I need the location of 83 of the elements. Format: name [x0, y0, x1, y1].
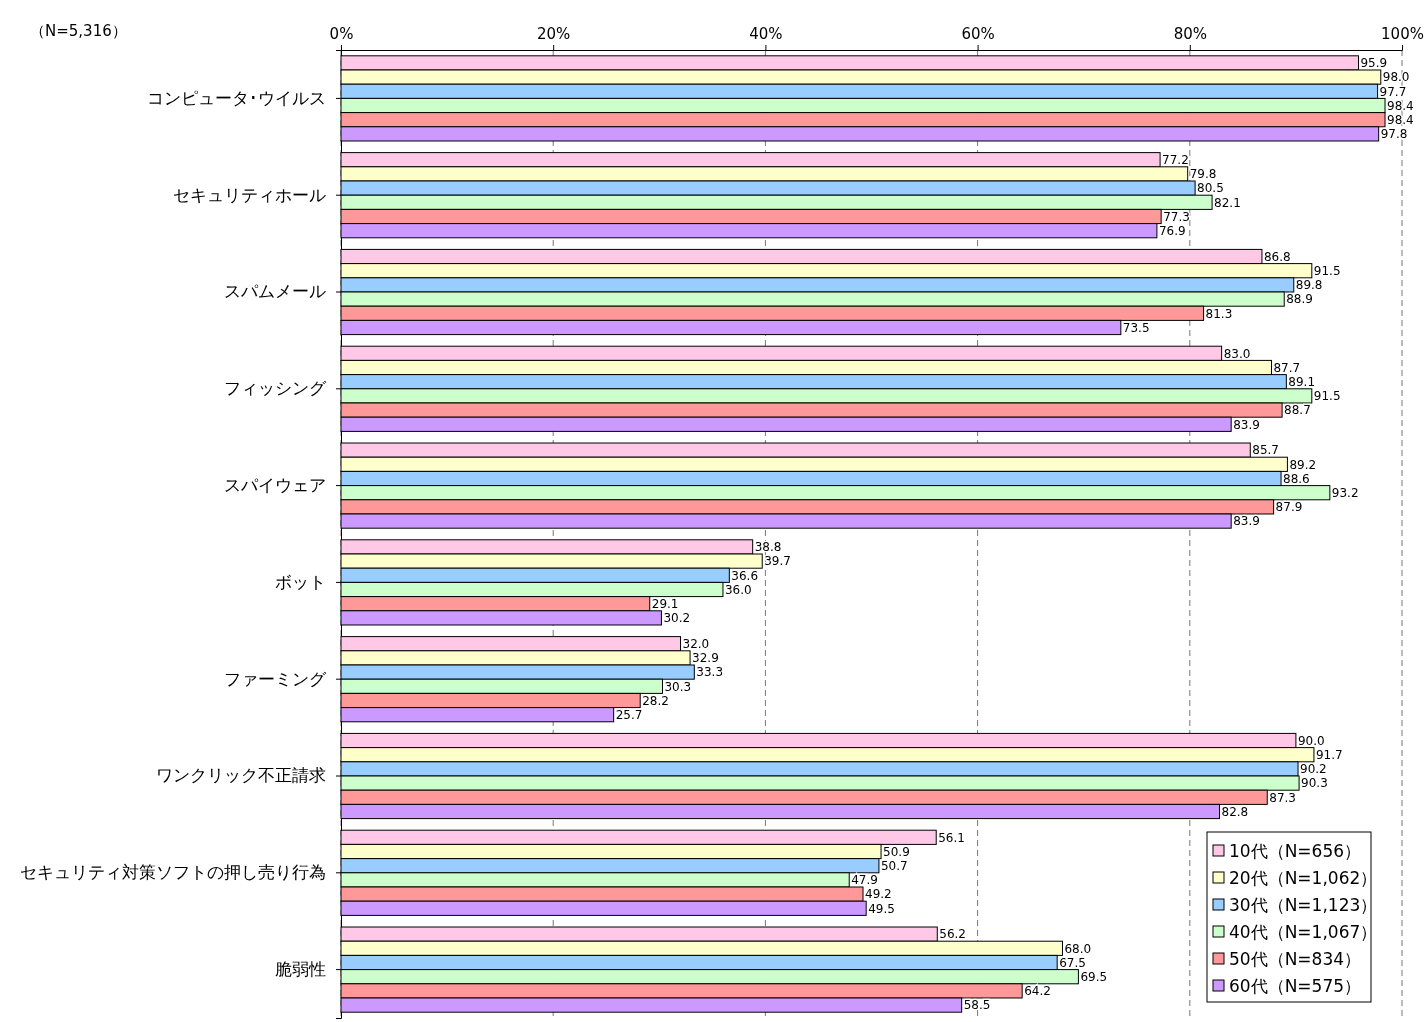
text: （N=5,316） — [30, 22, 127, 40]
data-label: 91.5 — [1313, 389, 1341, 404]
data-label: 68.0 — [1064, 941, 1092, 956]
data-label: 36.6 — [731, 568, 759, 583]
data-label: 85.7 — [1252, 443, 1279, 458]
x-tick-label: 20% — [537, 25, 571, 43]
data-label: 56.2 — [939, 927, 966, 942]
y-tick-label: フィッシング — [224, 378, 328, 399]
data-label: 91.5 — [1313, 264, 1341, 279]
data-label: 81.3 — [1205, 306, 1233, 321]
data-label: 79.8 — [1189, 167, 1217, 182]
data-label: 49.2 — [865, 887, 892, 902]
legend-label: 30代（N=1,123） — [1229, 895, 1378, 915]
legend-label: 40代（N=1,067） — [1229, 922, 1378, 942]
legend-label: 10代（N=656） — [1229, 841, 1362, 861]
data-label: 98.0 — [1382, 70, 1410, 85]
data-label: 86.8 — [1263, 249, 1291, 264]
data-label: 56.1 — [938, 830, 965, 845]
x-tick-label: 100% — [1381, 25, 1424, 43]
x-tick-label: 80% — [1173, 25, 1207, 43]
legend-label: 60代（N=575） — [1229, 976, 1362, 996]
data-label: 89.2 — [1289, 457, 1317, 472]
data-label: 28.2 — [642, 693, 669, 708]
data-label: 39.7 — [764, 554, 791, 569]
data-label: 89.1 — [1288, 375, 1316, 390]
y-tick-label: ファーミング — [224, 668, 328, 689]
data-label: 88.6 — [1283, 471, 1310, 486]
data-label: 58.5 — [963, 998, 991, 1013]
y-tick-label: コンピュータ･ウイルス — [147, 87, 327, 108]
y-tick-label: スパイウェア — [224, 475, 327, 496]
y-tick-label: ワンクリック不正請求 — [156, 765, 327, 786]
data-label: 76.9 — [1158, 224, 1186, 239]
data-label: 77.2 — [1162, 153, 1189, 168]
data-label: 87.9 — [1275, 500, 1303, 515]
data-label: 64.2 — [1024, 984, 1051, 999]
y-tick-label: スパムメール — [224, 281, 327, 302]
data-label: 82.1 — [1214, 195, 1241, 210]
data-label: 33.3 — [696, 665, 724, 680]
data-label: 98.4 — [1387, 98, 1414, 113]
legend-label: 50代（N=834） — [1229, 949, 1362, 969]
data-label: 89.8 — [1295, 278, 1323, 293]
data-label: 73.5 — [1122, 320, 1150, 335]
data-label: 36.0 — [724, 582, 752, 597]
y-tick-label: 脆弱性 — [275, 959, 327, 980]
data-label: 50.7 — [880, 859, 908, 874]
data-label: 25.7 — [615, 708, 643, 723]
data-label: 90.2 — [1300, 762, 1327, 777]
data-label: 77.3 — [1163, 209, 1190, 224]
legend-label: 20代（N=1,062） — [1229, 868, 1378, 888]
data-label: 88.7 — [1284, 403, 1311, 418]
x-tick-label: 40% — [749, 25, 783, 43]
data-label: 69.5 — [1080, 970, 1108, 985]
data-label: 88.9 — [1286, 292, 1313, 307]
data-label: 47.9 — [851, 873, 878, 888]
data-label: 95.9 — [1360, 56, 1388, 71]
data-label: 32.9 — [692, 651, 719, 666]
data-label: 67.5 — [1059, 955, 1086, 970]
data-label: 90.0 — [1297, 733, 1325, 748]
data-label: 83.9 — [1233, 514, 1260, 529]
data-label: 29.1 — [651, 597, 679, 612]
y-tick-label: セキュリティ対策ソフトの押し売り行為 — [20, 862, 327, 883]
data-label: 50.9 — [883, 844, 910, 859]
data-label: 87.7 — [1273, 360, 1301, 375]
data-label: 97.7 — [1379, 84, 1407, 99]
data-label: 93.2 — [1331, 486, 1359, 501]
data-label: 32.0 — [682, 637, 710, 652]
data-label: 90.3 — [1301, 776, 1328, 791]
data-label: 97.8 — [1380, 127, 1408, 142]
data-label: 98.4 — [1387, 113, 1414, 128]
x-tick-label: 0% — [329, 25, 354, 43]
data-label: 83.9 — [1233, 417, 1260, 432]
data-label: 80.5 — [1197, 181, 1224, 196]
data-label: 87.3 — [1269, 790, 1296, 805]
data-label: 49.5 — [868, 901, 895, 916]
data-label: 82.8 — [1221, 804, 1249, 819]
data-label: 38.8 — [754, 540, 782, 555]
x-tick-label: 60% — [961, 25, 995, 43]
y-tick-label: ボット — [275, 571, 327, 592]
data-label: 83.0 — [1223, 346, 1251, 361]
data-label: 30.3 — [664, 679, 692, 694]
y-tick-label: セキュリティホール — [173, 184, 327, 205]
data-label: 91.7 — [1315, 748, 1343, 763]
data-label: 30.2 — [663, 611, 691, 626]
